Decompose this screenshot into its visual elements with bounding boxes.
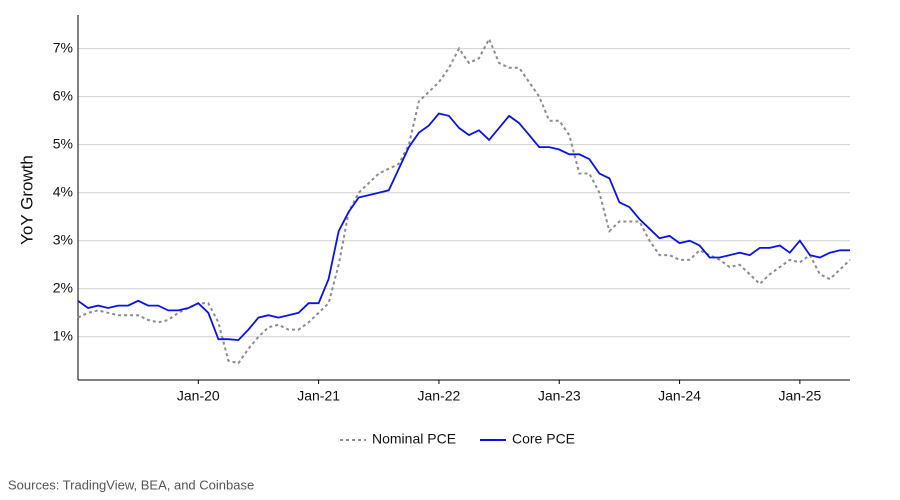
y-tick-label: 1% bbox=[53, 327, 73, 343]
line-series bbox=[77, 36, 851, 365]
y-tick-label: 7% bbox=[53, 39, 73, 55]
line-series bbox=[77, 112, 850, 342]
legend-label: Nominal PCE bbox=[372, 431, 456, 447]
y-tick-label: 3% bbox=[53, 231, 73, 247]
x-tick-label: Jan-21 bbox=[297, 388, 340, 404]
x-tick-label: Jan-24 bbox=[658, 388, 701, 404]
y-tick-label: 2% bbox=[53, 279, 73, 295]
source-note: Sources: TradingView, BEA, and Coinbase bbox=[8, 477, 254, 492]
x-tick-label: Jan-20 bbox=[177, 388, 220, 404]
x-tick-label: Jan-25 bbox=[778, 388, 821, 404]
y-tick-label: 6% bbox=[53, 87, 73, 103]
legend-label: Core PCE bbox=[512, 431, 575, 447]
x-tick-label: Jan-22 bbox=[418, 388, 461, 404]
x-tick-label: Jan-23 bbox=[538, 388, 581, 404]
y-tick-label: 4% bbox=[53, 183, 73, 199]
y-axis-label: YoY Growth bbox=[17, 155, 36, 245]
y-tick-label: 5% bbox=[53, 135, 73, 151]
